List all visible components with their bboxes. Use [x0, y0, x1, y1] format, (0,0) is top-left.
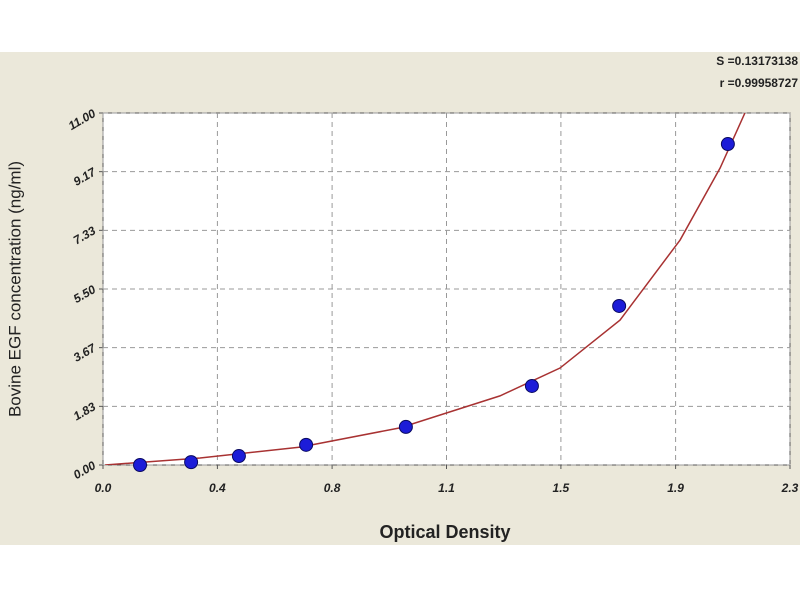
- x-tick-label: 1.5: [553, 481, 570, 495]
- data-point: [231, 449, 246, 464]
- data-point: [524, 378, 539, 393]
- x-tick-label: 0.0: [95, 481, 112, 495]
- x-tick-label: 1.1: [438, 481, 455, 495]
- data-point: [133, 458, 148, 472]
- x-tick-label: 1.9: [667, 481, 684, 495]
- x-tick-label: 2.3: [781, 481, 799, 495]
- annotation: S =0.13173138: [716, 54, 798, 68]
- data-point: [398, 419, 413, 434]
- x-tick-label: 0.8: [324, 481, 341, 495]
- data-point: [299, 437, 314, 452]
- data-point: [184, 455, 199, 470]
- x-axis-label: Optical Density: [379, 522, 510, 542]
- x-tick-label: 0.4: [209, 481, 226, 495]
- annotation: r =0.99958727: [720, 76, 799, 90]
- y-axis-label: Bovine EGF concentration (ng/ml): [5, 161, 24, 417]
- data-point: [720, 137, 735, 152]
- data-point: [612, 298, 627, 313]
